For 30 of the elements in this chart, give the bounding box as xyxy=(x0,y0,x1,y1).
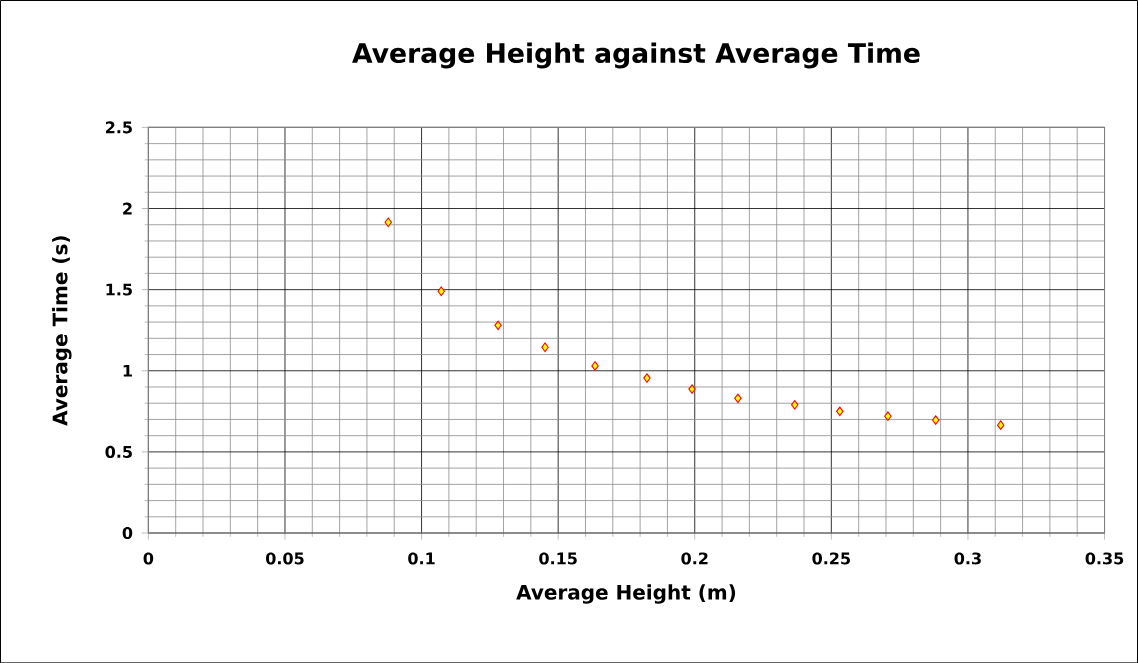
y-tick-label: 1.5 xyxy=(106,283,132,296)
x-tick-label: 0.35 xyxy=(1085,552,1124,565)
y-tick-label: 1 xyxy=(123,364,132,377)
point xyxy=(884,411,892,421)
x-tick-label: 0.3 xyxy=(954,552,981,565)
point xyxy=(643,373,651,383)
chart-title: Average Height against Average Time xyxy=(352,42,920,69)
point xyxy=(836,406,844,416)
point xyxy=(591,360,599,371)
x-tick-label: 0.05 xyxy=(266,552,304,565)
y-tick-label: 0 xyxy=(122,526,133,539)
x-axis-title: Average Height (m) xyxy=(516,584,736,604)
x-tick-label: 0.2 xyxy=(681,552,708,565)
point xyxy=(541,342,549,352)
point xyxy=(996,420,1005,430)
x-tick-label: 0.15 xyxy=(539,552,577,565)
point xyxy=(688,384,696,394)
x-tick-label: 0 xyxy=(143,552,154,565)
point xyxy=(734,393,742,403)
point xyxy=(437,286,445,296)
point xyxy=(384,217,392,227)
x-tick-label: 0.1 xyxy=(408,552,435,565)
y-axis-title: Average Time (s) xyxy=(52,236,72,426)
point xyxy=(494,320,502,330)
y-tick-label: 0.5 xyxy=(105,445,132,458)
y-tick-label: 2.5 xyxy=(105,121,132,134)
x-tick-label: 0.25 xyxy=(812,552,850,565)
y-tick-label: 2 xyxy=(123,202,132,215)
point xyxy=(931,415,940,425)
point xyxy=(791,399,799,410)
